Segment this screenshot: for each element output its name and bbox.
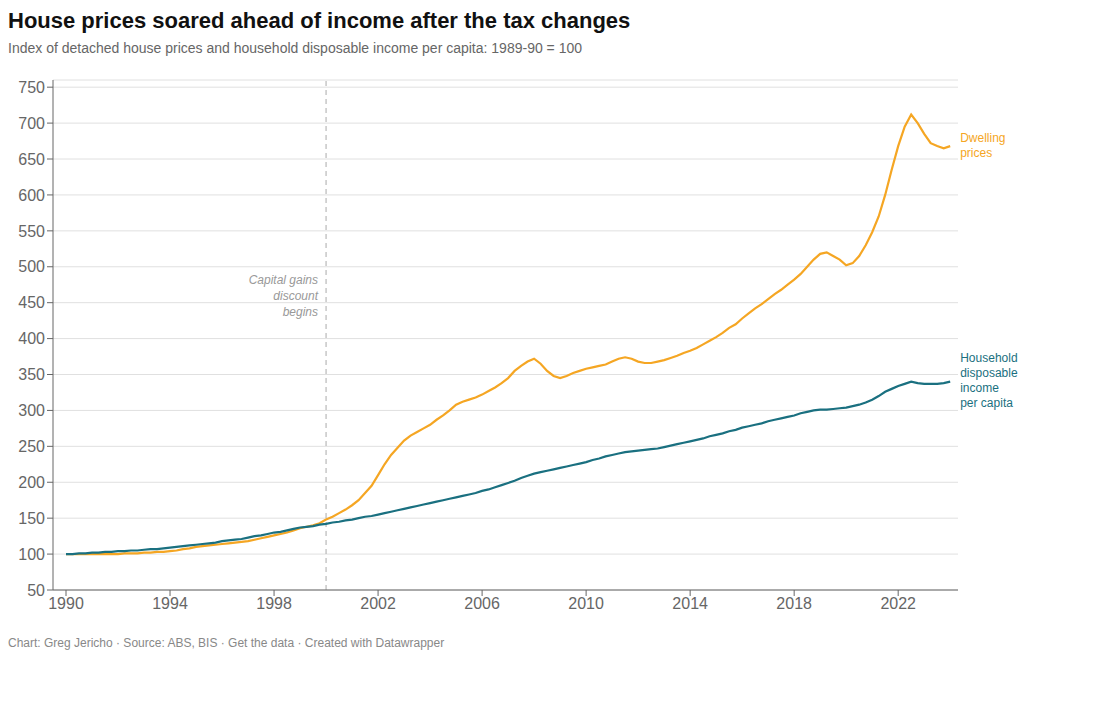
svg-text:2022: 2022 [880, 595, 916, 612]
svg-text:1994: 1994 [152, 595, 188, 612]
svg-text:250: 250 [18, 438, 45, 455]
svg-text:Householddisposableincomeper c: Householddisposableincomeper capita [960, 351, 1018, 410]
svg-text:50: 50 [27, 582, 45, 599]
svg-text:2006: 2006 [464, 595, 500, 612]
svg-text:200: 200 [18, 474, 45, 491]
svg-text:100: 100 [18, 546, 45, 563]
svg-text:550: 550 [18, 223, 45, 240]
svg-text:350: 350 [18, 366, 45, 383]
svg-text:2010: 2010 [568, 595, 604, 612]
svg-text:150: 150 [18, 510, 45, 527]
html-text:House prices soared ahead of i: House prices soared ahead of income afte… [8, 8, 631, 33]
svg-text:650: 650 [18, 151, 45, 168]
svg-text:1990: 1990 [48, 595, 84, 612]
svg-text:600: 600 [18, 187, 45, 204]
svg-text:Dwellingprices: Dwellingprices [960, 131, 1005, 160]
svg-text:700: 700 [18, 115, 45, 132]
svg-text:Capital gainsdiscountbegins: Capital gainsdiscountbegins [249, 273, 319, 319]
svg-text:2002: 2002 [360, 595, 396, 612]
svg-text:2018: 2018 [776, 595, 812, 612]
svg-text:2014: 2014 [672, 595, 708, 612]
svg-text:400: 400 [18, 330, 45, 347]
svg-text:300: 300 [18, 402, 45, 419]
svg-text:1998: 1998 [256, 595, 292, 612]
html-text:Chart: Greg Jericho · Source:: Chart: Greg Jericho · Source: ABS, BIS ·… [8, 636, 445, 650]
svg-text:450: 450 [18, 294, 45, 311]
html-text:Index of detached house prices: Index of detached house prices and house… [8, 40, 582, 56]
svg-text:750: 750 [18, 79, 45, 96]
svg-text:500: 500 [18, 258, 45, 275]
